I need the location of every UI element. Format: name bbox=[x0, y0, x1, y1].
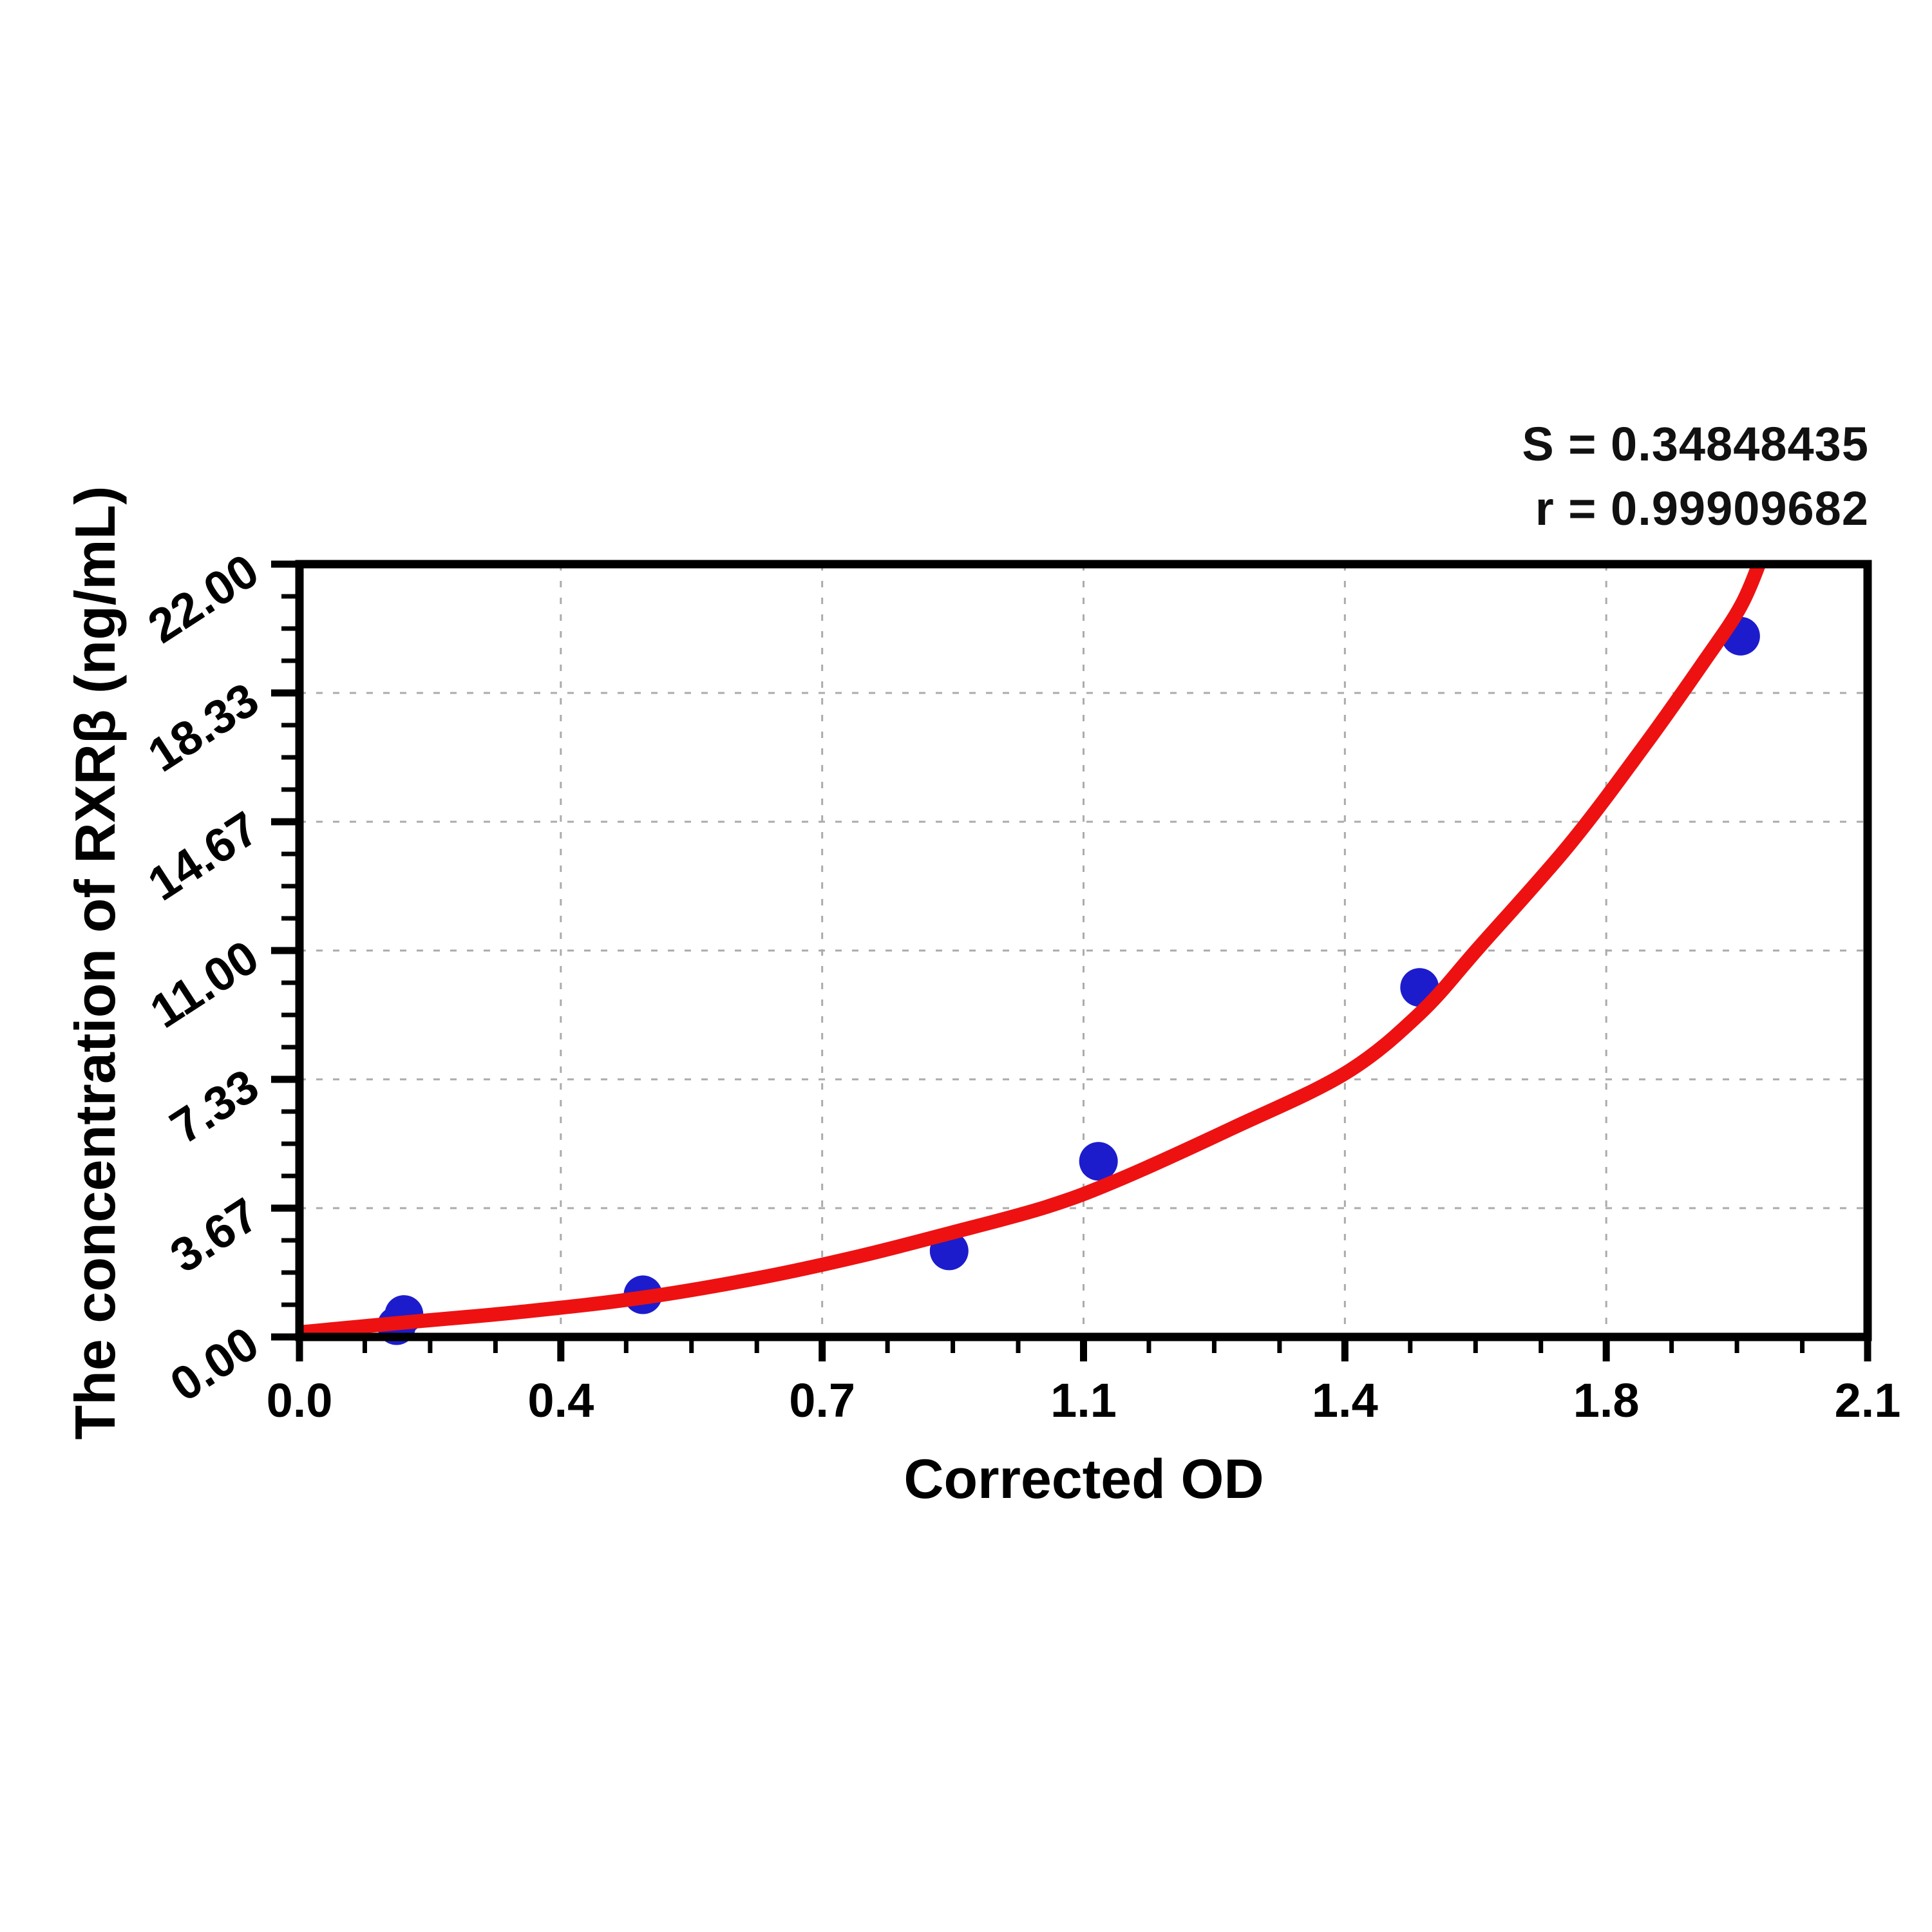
y-tick-label: 7.33 bbox=[161, 1059, 268, 1154]
y-tick-label: 22.00 bbox=[138, 544, 268, 653]
y-tick-label: 3.67 bbox=[161, 1188, 268, 1283]
y-tick-label: 14.67 bbox=[138, 801, 268, 911]
data-point bbox=[1079, 1142, 1118, 1181]
y-axis-title: The concentration of RXRβ (ng/mL) bbox=[63, 486, 127, 1440]
x-tick-label: 1.4 bbox=[1312, 1374, 1378, 1427]
y-tick-label: 18.33 bbox=[138, 672, 268, 782]
stat-r-value: r = 0.99909682 bbox=[1535, 482, 1869, 535]
fitted-curve bbox=[299, 564, 1767, 1337]
x-tick-label: 0.4 bbox=[527, 1374, 594, 1427]
x-tick-label: 0.7 bbox=[789, 1374, 855, 1427]
x-tick-label: 0.0 bbox=[267, 1374, 333, 1427]
stat-s-value: S = 0.34848435 bbox=[1522, 417, 1869, 471]
x-tick-label: 1.8 bbox=[1573, 1374, 1640, 1427]
x-tick-label: 2.1 bbox=[1835, 1374, 1901, 1427]
y-tick-label: 0.00 bbox=[161, 1316, 268, 1412]
fit-statistics: S = 0.34848435 r = 0.99909682 bbox=[1522, 412, 1869, 541]
x-axis-title: Corrected OD bbox=[904, 1448, 1264, 1510]
x-tick-label: 1.1 bbox=[1050, 1374, 1117, 1427]
y-tick-label: 11.00 bbox=[141, 930, 268, 1038]
